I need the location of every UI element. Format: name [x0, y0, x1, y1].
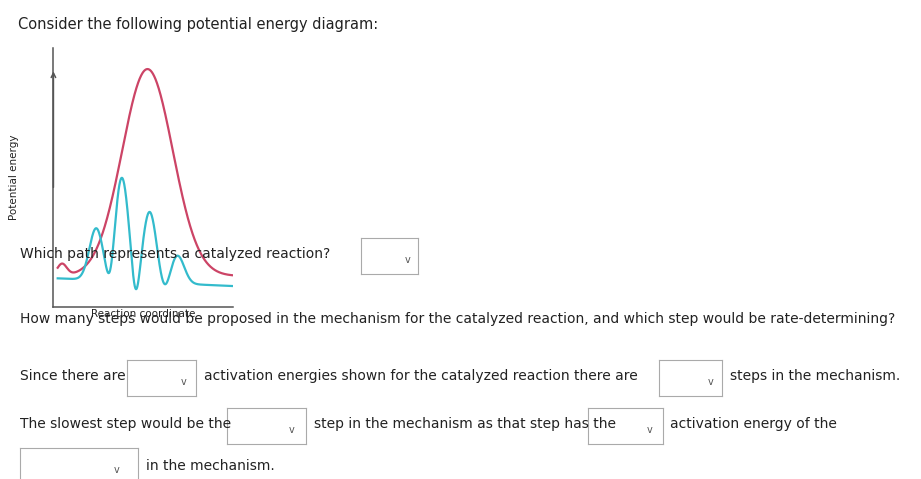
Text: v: v: [289, 425, 295, 435]
Text: Since there are: Since there are: [20, 369, 126, 383]
Text: in the mechanism.: in the mechanism.: [146, 458, 274, 473]
Text: v: v: [405, 255, 411, 265]
Text: Which path represents a catalyzed reaction?: Which path represents a catalyzed reacti…: [20, 247, 331, 261]
Text: Consider the following potential energy diagram:: Consider the following potential energy …: [18, 17, 379, 32]
Text: activation energy of the: activation energy of the: [670, 417, 837, 431]
Text: steps in the mechanism.: steps in the mechanism.: [730, 369, 901, 383]
Text: v: v: [181, 377, 187, 388]
Text: How many steps would be proposed in the mechanism for the catalyzed reaction, an: How many steps would be proposed in the …: [20, 311, 895, 326]
Text: activation energies shown for the catalyzed reaction there are: activation energies shown for the cataly…: [204, 369, 638, 383]
X-axis label: Reaction coordinate: Reaction coordinate: [91, 309, 195, 319]
Text: The slowest step would be the: The slowest step would be the: [20, 417, 231, 431]
Text: v: v: [647, 425, 652, 435]
Text: Potential energy: Potential energy: [9, 135, 19, 220]
Text: v: v: [708, 377, 714, 388]
Text: step in the mechanism as that step has the: step in the mechanism as that step has t…: [314, 417, 616, 431]
Text: v: v: [114, 465, 120, 475]
